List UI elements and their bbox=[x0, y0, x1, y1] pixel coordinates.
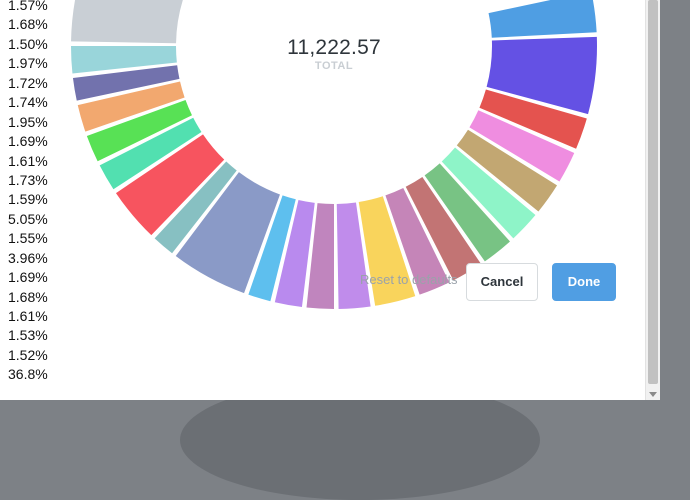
donut-chart bbox=[71, 0, 597, 309]
scrollbar-thumb[interactable] bbox=[648, 0, 658, 384]
donut-slice[interactable] bbox=[71, 46, 177, 74]
percent-label: 1.50% bbox=[8, 35, 48, 52]
percent-label: 1.69% bbox=[8, 133, 48, 150]
donut-slice[interactable] bbox=[441, 147, 536, 239]
percent-label: 1.95% bbox=[8, 113, 48, 130]
percent-label: 1.53% bbox=[8, 327, 48, 344]
donut-center: 11,222.57 TOTAL bbox=[236, 36, 432, 72]
percent-label: 1.97% bbox=[8, 55, 48, 72]
donut-slice[interactable] bbox=[248, 195, 296, 302]
donut-slice[interactable] bbox=[115, 134, 225, 236]
percent-label: 1.59% bbox=[8, 191, 48, 208]
percent-label: 1.72% bbox=[8, 74, 48, 91]
donut-slice[interactable] bbox=[86, 100, 192, 162]
donut-slice[interactable] bbox=[469, 110, 575, 182]
donut-slice[interactable] bbox=[456, 129, 558, 212]
total-label: TOTAL bbox=[314, 60, 354, 72]
donut-slice[interactable] bbox=[479, 89, 587, 149]
percent-label: 1.52% bbox=[8, 346, 48, 363]
donut-slice[interactable] bbox=[405, 176, 482, 281]
donut-slice[interactable] bbox=[71, 0, 213, 44]
total-value: 11,222.57 bbox=[287, 36, 381, 59]
donut-slice[interactable] bbox=[274, 199, 315, 308]
donut-slice[interactable] bbox=[99, 117, 202, 190]
percent-label: 1.57% bbox=[8, 0, 48, 13]
donut-slice[interactable] bbox=[488, 0, 597, 38]
percent-label: 1.74% bbox=[8, 94, 48, 111]
donut-slice[interactable] bbox=[175, 172, 280, 294]
donut-slice[interactable] bbox=[72, 65, 180, 101]
donut-slice[interactable] bbox=[336, 202, 371, 309]
percent-label: 3.96% bbox=[8, 249, 48, 266]
chart-settings-modal: 1.57% 1.68% 1.50% 1.97% 1.72% 1.74% 1.95% 1.69%… bbox=[0, 0, 660, 400]
percent-label: 1.61% bbox=[8, 152, 48, 169]
percent-legend-list: 1.57% 1.68% 1.50% 1.97% 1.72% 1.74% 1.95% 1.69%… bbox=[8, 0, 48, 385]
donut-slice[interactable] bbox=[154, 161, 237, 254]
percent-label: 1.68% bbox=[8, 288, 48, 305]
percent-label: 1.61% bbox=[8, 308, 48, 324]
cancel-button[interactable]: Cancel bbox=[466, 263, 538, 301]
donut-slice[interactable] bbox=[358, 196, 416, 306]
percent-label: 36.8% bbox=[8, 366, 48, 383]
percent-label: 1.73% bbox=[8, 171, 48, 188]
vertical-scrollbar[interactable] bbox=[645, 0, 660, 400]
percent-label: 1.69% bbox=[8, 269, 48, 286]
donut-slice[interactable] bbox=[306, 203, 334, 309]
percent-label: 1.55% bbox=[8, 230, 48, 247]
donut-slice[interactable] bbox=[424, 163, 510, 262]
donut-slice[interactable] bbox=[385, 188, 450, 295]
donut-slice[interactable] bbox=[77, 81, 185, 132]
donut-slice[interactable] bbox=[486, 36, 597, 115]
done-button[interactable]: Done bbox=[552, 263, 616, 301]
scroll-down-arrow-icon[interactable] bbox=[649, 392, 657, 397]
reset-to-defaults-link[interactable]: Reset to defaults bbox=[360, 272, 458, 287]
percent-label: 1.68% bbox=[8, 16, 48, 33]
percent-label: 5.05% bbox=[8, 210, 48, 227]
